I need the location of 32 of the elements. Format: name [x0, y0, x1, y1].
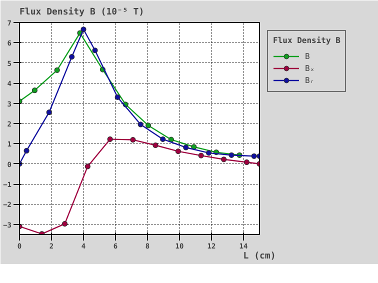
- point: [32, 88, 38, 94]
- point: [80, 26, 86, 32]
- point: [191, 144, 197, 150]
- point: [160, 136, 166, 142]
- point: [206, 150, 212, 156]
- legend-label: Bᵣ: [305, 74, 316, 86]
- point: [228, 152, 234, 158]
- point: [175, 148, 182, 154]
- point: [69, 54, 75, 60]
- chart-title: Flux Density B (10⁻⁵ T): [20, 6, 144, 18]
- legend-title: Flux Density B: [273, 36, 340, 45]
- point: [138, 122, 144, 128]
- point: [107, 136, 113, 142]
- legend-label: Bₓ: [305, 62, 316, 74]
- point: [221, 156, 227, 162]
- point: [198, 152, 204, 158]
- point: [54, 67, 60, 73]
- point: [62, 221, 68, 227]
- x-axis-title: L (cm): [243, 252, 276, 262]
- point: [130, 137, 136, 143]
- point: [244, 159, 250, 166]
- point: [152, 142, 158, 148]
- point: [114, 94, 120, 100]
- point: [146, 122, 152, 128]
- point: [168, 136, 174, 142]
- point: [183, 144, 189, 150]
- point: [92, 48, 98, 54]
- point: [24, 148, 30, 154]
- point: [251, 153, 257, 159]
- point: [46, 110, 52, 116]
- point: [84, 164, 90, 170]
- legend-label: B: [305, 50, 311, 62]
